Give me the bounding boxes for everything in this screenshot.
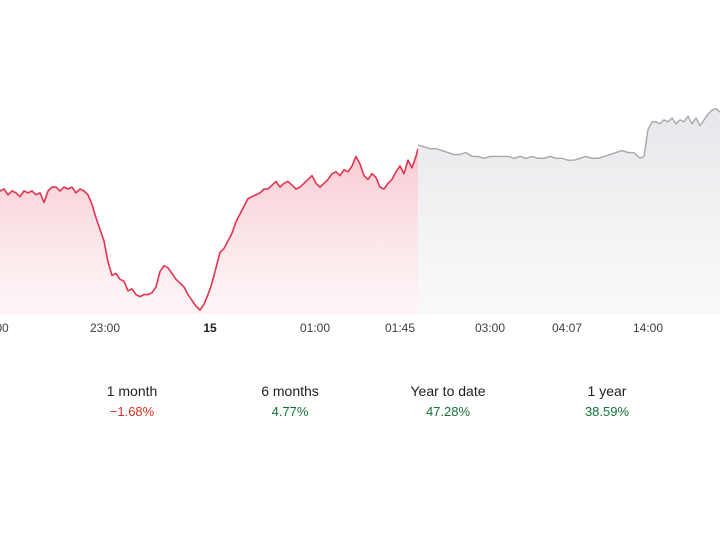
x-tick-label: 01:00 xyxy=(300,321,330,335)
x-tick-label: 00 xyxy=(0,321,9,335)
perf-period-label: 1 year xyxy=(587,383,627,399)
perf-1-month[interactable]: 1 month −1.68% xyxy=(62,380,202,422)
perf-change-value: 38.59% xyxy=(584,404,630,419)
series-1-line[interactable] xyxy=(417,107,720,161)
perf-period-label: 6 months xyxy=(261,383,319,399)
x-tick-label: 14:00 xyxy=(633,321,663,335)
x-tick-label: 03:00 xyxy=(475,321,505,335)
x-tick-label: 23:00 xyxy=(90,321,120,335)
perf-change-value: 47.28% xyxy=(425,404,471,419)
perf-change-value: −1.68% xyxy=(109,404,155,419)
perf-change-value: 4.77% xyxy=(271,404,309,419)
series-0-area xyxy=(0,148,418,315)
perf-6-months[interactable]: 6 months 4.77% xyxy=(220,380,360,422)
x-tick-label: 15 xyxy=(203,321,217,335)
performance-summary: 1 month −1.68% 6 months 4.77% Year to da… xyxy=(0,380,720,430)
perf-period-label: Year to date xyxy=(410,383,486,399)
price-chart-svg[interactable]: 00 23:00 15 01:00 01:45 03:00 04:07 14:00 xyxy=(0,0,720,350)
x-tick-label: 01:45 xyxy=(385,321,415,335)
perf-1-year[interactable]: 1 year 38.59% xyxy=(537,380,677,422)
price-chart[interactable]: 00 23:00 15 01:00 01:45 03:00 04:07 14:00 xyxy=(0,0,720,350)
x-tick-label: 04:07 xyxy=(552,321,582,335)
series-0-line[interactable] xyxy=(0,148,419,311)
perf-year-to-date[interactable]: Year to date 47.28% xyxy=(378,380,518,422)
perf-period-label: 1 month xyxy=(106,383,158,399)
series-1-area xyxy=(418,108,720,316)
